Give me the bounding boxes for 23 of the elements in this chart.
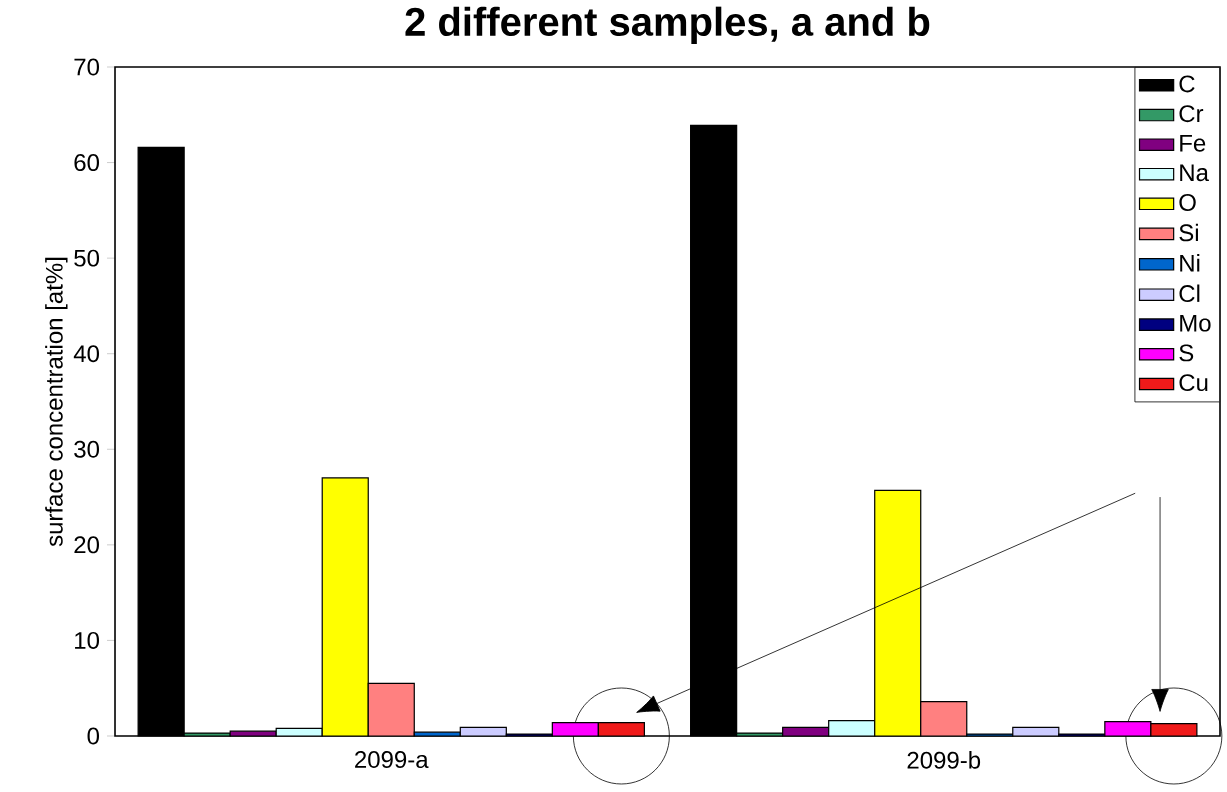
y-tick-label: 10 — [75, 631, 100, 649]
y-tick-label: 30 — [74, 440, 100, 458]
y-tick-label: 70 — [74, 58, 100, 76]
legend-label: S — [1179, 344, 1194, 362]
x-tick-label: 2099-b — [907, 751, 981, 769]
legend-label: Fe — [1180, 134, 1206, 152]
chart-title: 2 different samples, a and b — [405, 6, 930, 44]
legend-label: C — [1179, 75, 1195, 93]
legend-label: Cr — [1179, 105, 1204, 123]
y-tick-label: 40 — [73, 345, 100, 363]
legend-label: Ni — [1180, 254, 1200, 272]
y-tick-label: 20 — [74, 536, 100, 554]
legend-label: Cl — [1179, 284, 1200, 303]
y-tick-label: 50 — [74, 249, 100, 267]
legend-label: Cu — [1179, 374, 1208, 392]
legend-label: Na — [1180, 164, 1209, 182]
y-axis-title: surface concentration [at%] — [45, 257, 68, 547]
legend-label: Mo — [1180, 314, 1211, 332]
y-tick-label: 60 — [74, 154, 100, 172]
x-tick-label: 2099-a — [355, 751, 429, 769]
legend-label: O — [1179, 193, 1196, 211]
legend-label: Si — [1179, 223, 1198, 242]
y-tick-label: 0 — [87, 727, 100, 745]
